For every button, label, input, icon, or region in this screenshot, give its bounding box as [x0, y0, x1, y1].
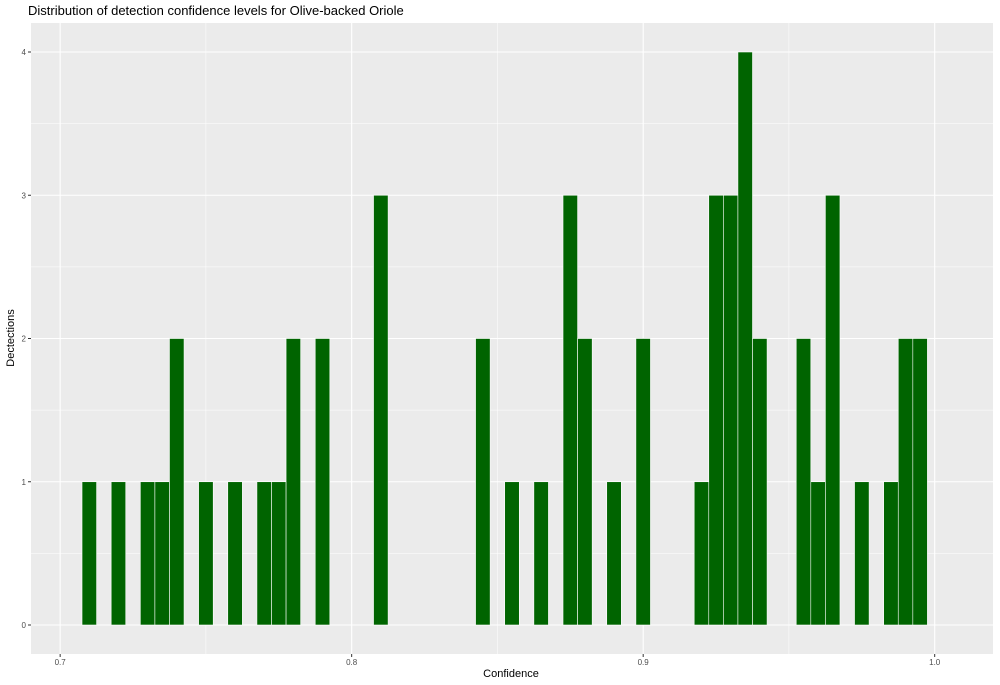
- histogram-bar: [854, 481, 870, 626]
- histogram-bar: [373, 194, 389, 626]
- histogram-bar: [533, 481, 549, 626]
- histogram-bar: [883, 481, 899, 626]
- histogram-bar: [198, 481, 214, 626]
- histogram-bar: [825, 194, 841, 626]
- x-tick-label: 0.8: [346, 658, 358, 667]
- y-tick-label: 1: [22, 478, 27, 487]
- y-tick-label: 0: [22, 621, 27, 630]
- histogram-bar: [723, 194, 739, 626]
- histogram-bar: [562, 194, 578, 626]
- bars: [81, 51, 928, 626]
- histogram-bar: [285, 338, 301, 626]
- histogram-bar: [256, 481, 272, 626]
- histogram-bar: [140, 481, 156, 626]
- histogram-bar: [475, 338, 491, 626]
- x-tick-label: 0.7: [55, 658, 67, 667]
- histogram-bar: [912, 338, 928, 626]
- histogram-bar: [577, 338, 593, 626]
- x-axis-title: Confidence: [483, 668, 539, 680]
- histogram-bar: [693, 481, 710, 626]
- y-tick-label: 3: [22, 191, 27, 200]
- histogram-bar: [154, 481, 170, 626]
- y-tick-label: 2: [22, 335, 27, 344]
- histogram-bar: [897, 338, 914, 626]
- x-tick-label: 1.0: [929, 658, 941, 667]
- x-axis-ticks: 0.7 0.8 0.9 1.0: [55, 654, 941, 667]
- histogram-bar: [110, 481, 127, 626]
- y-tick-label: 4: [22, 48, 27, 57]
- histogram-bar: [635, 338, 651, 626]
- histogram-bar: [795, 338, 812, 626]
- histogram-bar: [752, 338, 768, 626]
- histogram-bar: [810, 481, 826, 626]
- histogram-bar: [227, 481, 243, 626]
- x-tick-label: 0.9: [638, 658, 650, 667]
- histogram-bar: [737, 51, 753, 626]
- histogram-bar: [169, 338, 185, 626]
- y-axis-title: Dectections: [5, 309, 17, 367]
- histogram-bar: [504, 481, 520, 626]
- histogram-bar: [708, 194, 724, 626]
- histogram-bar: [271, 481, 287, 626]
- y-axis-ticks: 0 1 2 3 4: [22, 48, 31, 630]
- histogram-bar: [606, 481, 622, 626]
- histogram-bar: [314, 338, 331, 626]
- histogram-bar: [81, 481, 97, 626]
- chart-title: Distribution of detection confidence lev…: [28, 3, 404, 18]
